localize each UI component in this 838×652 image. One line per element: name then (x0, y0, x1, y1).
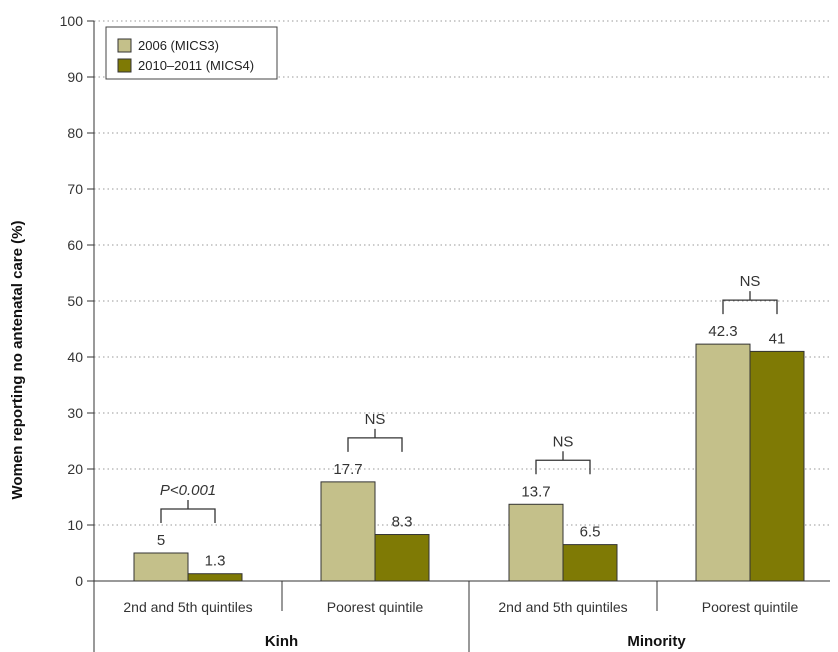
category-label-1-0: 2nd and 5th quintiles (498, 599, 627, 615)
y-tick-label-30: 30 (67, 405, 83, 421)
bar-0-1-0 (320, 481, 376, 582)
value-label-0-0-1: 1.3 (205, 553, 226, 570)
bar-0-1-1 (374, 534, 430, 582)
value-label-0-1-0: 17.7 (333, 461, 362, 478)
significance-bracket-1-0 (535, 451, 591, 475)
labels: 0 10 20 30 40 50 60 70 80 90 100 5 1.3 P<0.001 2nd and… (60, 13, 799, 650)
category-label-0-0: 2nd and 5th quintiles (123, 599, 252, 615)
significance-label-0-1: NS (365, 411, 386, 428)
group-label-1: Minority (627, 633, 686, 650)
value-label-1-1-0: 42.3 (708, 323, 737, 340)
legend-label-2006: 2006 (MICS3) (138, 38, 219, 53)
legend: 2006 (MICS3) 2010–2011 (MICS4) (105, 26, 278, 80)
legend-box (105, 26, 278, 80)
significance-label-0-0: P<0.001 (160, 482, 216, 499)
legend-swatch-2010-2011 (117, 58, 132, 73)
y-tick-label-70: 70 (67, 181, 83, 197)
significance-bracket-0-1 (347, 428, 403, 452)
value-label-1-0-0: 13.7 (521, 483, 550, 500)
bars (133, 291, 805, 582)
y-tick-label-100: 100 (60, 13, 84, 29)
significance-bracket-1-1 (722, 291, 778, 315)
value-label-0-0-0: 5 (157, 532, 165, 549)
significance-label-1-0: NS (553, 433, 574, 450)
y-axis-title: Women reporting no antenatal care (%) (9, 221, 26, 500)
legend-swatch-2006 (117, 38, 132, 53)
y-tick-label-60: 60 (67, 237, 83, 253)
category-label-0-1: Poorest quintile (327, 599, 424, 615)
category-label-1-1: Poorest quintile (702, 599, 799, 615)
value-label-1-1-1: 41 (769, 330, 786, 347)
y-tick-label-40: 40 (67, 349, 83, 365)
significance-bracket-0-0 (160, 500, 216, 523)
y-tick-label-0: 0 (75, 573, 83, 589)
y-tick-label-50: 50 (67, 293, 83, 309)
bar-0-0-0 (133, 552, 189, 582)
significance-label-1-1: NS (740, 273, 761, 290)
y-tick-label-20: 20 (67, 461, 83, 477)
bar-0-0-1 (187, 573, 243, 582)
value-label-0-1-1: 8.3 (392, 514, 413, 531)
y-tick-label-10: 10 (67, 517, 83, 533)
bar-1-0-1 (562, 544, 618, 582)
bar-1-1-0 (695, 343, 751, 582)
y-tick-label-90: 90 (67, 69, 83, 85)
legend-label-2010-2011: 2010–2011 (MICS4) (138, 58, 254, 73)
value-label-1-0-1: 6.5 (580, 524, 601, 541)
bar-1-0-0 (508, 503, 564, 582)
y-tick-label-80: 80 (67, 125, 83, 141)
group-label-0: Kinh (265, 633, 298, 650)
bar-1-1-1 (749, 350, 805, 582)
